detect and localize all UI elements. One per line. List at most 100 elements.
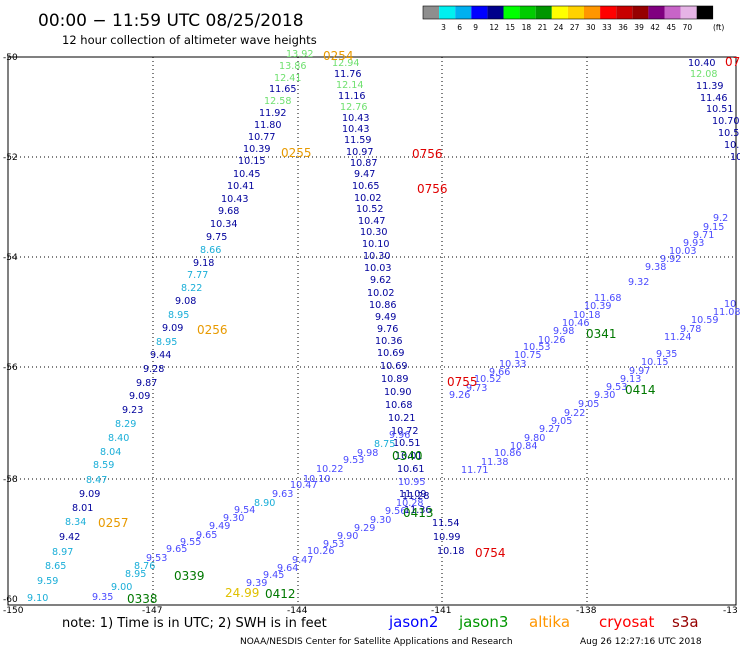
swh-value-jason-ascending-upper: 9.98 bbox=[357, 448, 378, 459]
swh-value-descending-center: 11.28 bbox=[402, 491, 429, 502]
swh-value-jason-ascending-lower: 9.53 bbox=[323, 539, 344, 550]
pass-time-label: 0257 bbox=[98, 516, 129, 530]
sat-legend-jason3: jason3 bbox=[458, 613, 508, 631]
swh-value-jason-ascending-lower: 9.78 bbox=[680, 324, 701, 335]
swh-value-altika-ascending-left: 8.97 bbox=[52, 547, 73, 558]
legend-swatch bbox=[535, 6, 552, 19]
swh-value-altika-ascending-left: 9.87 bbox=[136, 378, 157, 389]
swh-value-jason-ascending-lower: 10.15 bbox=[641, 357, 668, 368]
legend-swatch bbox=[503, 6, 520, 19]
swh-value-altika-ascending-left: 8.40 bbox=[108, 433, 129, 444]
sat-legend-jason2: jason2 bbox=[388, 613, 438, 631]
legend-label: 42 bbox=[650, 23, 660, 32]
swh-value-jason-ascending-upper: 9.54 bbox=[234, 505, 255, 516]
swh-value-descending-center: 11.09 bbox=[399, 489, 426, 500]
swh-value-altika-ascending-left: 12.58 bbox=[264, 96, 291, 107]
swh-value-jason-ascending-lower: 9.30 bbox=[370, 515, 391, 526]
lon-tick: -141 bbox=[431, 606, 451, 616]
swh-value-altika-ascending-left: 9.23 bbox=[122, 405, 143, 416]
swh-value-altika-ascending-left: 12.41 bbox=[274, 73, 301, 84]
legend-label: 70 bbox=[683, 23, 693, 32]
swh-value-descending-center: 9.49 bbox=[375, 312, 396, 323]
swh-value-jason-ascending-upper: 10.39 bbox=[584, 301, 611, 312]
legend-swatch bbox=[487, 6, 504, 19]
swh-value-jason-ascending-upper: 9.92 bbox=[660, 254, 681, 265]
swh-value-jason-ascending-upper: 9.71 bbox=[693, 230, 714, 241]
pass-time-label: 0341 bbox=[586, 327, 617, 341]
swh-value-jason-ascending-upper: 10.26 bbox=[538, 335, 565, 346]
swh-value-jason-ascending-lower: 9.45 bbox=[263, 570, 284, 581]
lat-tick: -52 bbox=[3, 153, 18, 163]
swh-value-jason-ascending-upper: 9.2 bbox=[713, 213, 728, 224]
swh-value-jason-ascending-lower: 9.35 bbox=[656, 349, 677, 360]
legend-swatch bbox=[455, 6, 472, 19]
pass-time-label: 0338 bbox=[127, 592, 158, 606]
swh-value-altika-ascending-left: 8.65 bbox=[45, 561, 66, 572]
swh-value-altika-ascending-left: 10.15 bbox=[238, 156, 265, 167]
legend-label: 12 bbox=[489, 23, 499, 32]
swh-value-descending-right: 10. bbox=[724, 140, 739, 151]
sat-legend-cryosat: cryosat bbox=[599, 613, 654, 631]
swh-value-descending-center: 9.76 bbox=[377, 324, 398, 335]
pass-time-label: 0756 bbox=[417, 182, 448, 196]
swh-value-jason-ascending-upper: 8.76 bbox=[134, 561, 155, 572]
pass-time-label: 24.99 bbox=[225, 586, 259, 600]
swh-value-descending-center: 10.30 bbox=[363, 251, 390, 262]
swh-value-descending-center: 10.30 bbox=[360, 227, 387, 238]
swh-value-jason-ascending-upper: 10.18 bbox=[573, 310, 600, 321]
legend-label: 30 bbox=[586, 23, 596, 32]
swh-value-descending-center: 10.47 bbox=[358, 216, 385, 227]
swh-value-altika-ascending-left: 11.92 bbox=[259, 108, 286, 119]
legend-label: 24 bbox=[554, 23, 564, 32]
swh-value-jason-ascending-upper: 10.47 bbox=[290, 480, 317, 491]
swh-value-descending-right: 10.51 bbox=[706, 104, 733, 115]
pass-time-label: 0414 bbox=[625, 383, 656, 397]
swh-value-descending-center: 12.14 bbox=[336, 80, 363, 91]
swh-value-jason-ascending-upper: 8.90 bbox=[254, 498, 275, 509]
swh-value-jason-ascending-upper: 9.35 bbox=[92, 592, 113, 603]
swh-value-descending-right: 10.5 bbox=[718, 128, 739, 139]
legend-label: 3 bbox=[441, 23, 446, 32]
swh-value-jason-ascending-upper: 10.53 bbox=[523, 342, 550, 353]
swh-value-jason-ascending-upper: 9.65 bbox=[166, 544, 187, 555]
swh-value-jason-ascending-lower: 9.90 bbox=[337, 531, 358, 542]
swh-value-descending-right: 10 bbox=[730, 152, 740, 163]
credit-line: NOAA/NESDIS Center for Satellite Applica… bbox=[240, 637, 513, 647]
map-subtitle: 12 hour collection of altimeter wave hei… bbox=[62, 33, 317, 47]
legend-swatch bbox=[680, 6, 697, 19]
swh-value-jason-ascending-upper: 10.22 bbox=[316, 464, 343, 475]
swh-value-altika-ascending-left: 10.43 bbox=[221, 194, 248, 205]
swh-value-altika-ascending-left: 8.04 bbox=[100, 447, 121, 458]
pass-time-label: 0412 bbox=[265, 587, 296, 601]
swh-value-descending-center: 10.69 bbox=[377, 348, 404, 359]
swh-value-altika-ascending-left: 8.22 bbox=[181, 283, 202, 294]
legend-label: 39 bbox=[634, 23, 644, 32]
swh-value-jason-ascending-upper: 9.49 bbox=[209, 521, 230, 532]
swh-value-altika-ascending-left: 10.45 bbox=[233, 169, 260, 180]
swh-value-descending-center: 10.52 bbox=[356, 204, 383, 215]
swh-value-jason-ascending-upper: 9.00 bbox=[111, 582, 132, 593]
legend-label: 21 bbox=[538, 23, 548, 32]
legend-swatch bbox=[664, 6, 681, 19]
swh-value-descending-center: 9.47 bbox=[354, 169, 375, 180]
swh-value-descending-right: 12.08 bbox=[690, 69, 717, 80]
swh-value-descending-center: 10.43 bbox=[342, 113, 369, 124]
swh-value-jason-ascending-upper: 11.68 bbox=[594, 293, 621, 304]
swh-value-jason-ascending-upper: 9.26 bbox=[449, 390, 470, 401]
lon-tick: -150 bbox=[3, 606, 24, 616]
swh-value-altika-ascending-left: 7.77 bbox=[187, 270, 208, 281]
swh-value-descending-center: 11.76 bbox=[334, 69, 361, 80]
swh-value-descending-center: 10.72 bbox=[391, 426, 418, 437]
swh-value-jason-ascending-lower: 10.26 bbox=[307, 546, 334, 557]
legend-swatch bbox=[471, 6, 488, 19]
swh-value-jason-ascending-upper: 9.66 bbox=[489, 367, 510, 378]
swh-value-altika-ascending-left: 8.95 bbox=[168, 310, 189, 321]
swh-value-altika-ascending-left: 9.59 bbox=[37, 576, 58, 587]
legend-label: 33 bbox=[602, 23, 612, 32]
grid-lines bbox=[8, 57, 736, 605]
swh-value-jason-ascending-upper: 9.93 bbox=[683, 238, 704, 249]
swh-value-altika-ascending-left: 9.28 bbox=[143, 364, 164, 375]
swh-value-altika-ascending-left: 8.01 bbox=[72, 503, 93, 514]
swh-value-descending-center: 10.90 bbox=[384, 387, 411, 398]
